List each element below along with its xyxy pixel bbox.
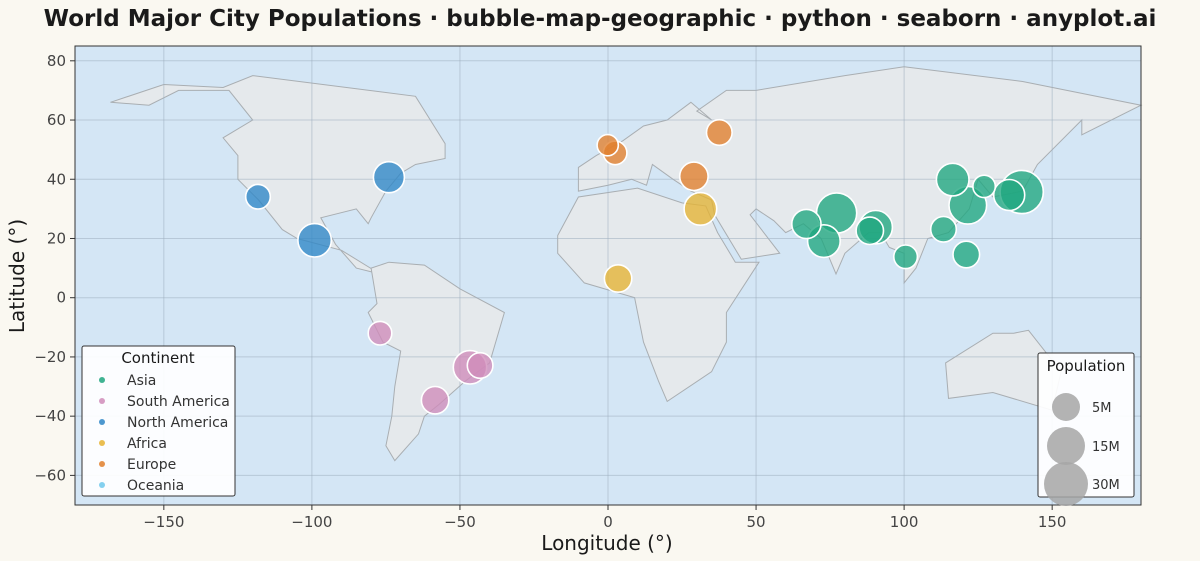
x-tick-label: 150	[1038, 513, 1067, 531]
legend-marker	[99, 377, 105, 383]
legend-label: North America	[127, 415, 228, 431]
legend-label: Oceania	[127, 478, 184, 494]
city-bubble-africa	[603, 263, 633, 293]
continent-legend-entries: Asia South America North America Africa Euro…	[99, 373, 230, 494]
grid-layer	[75, 46, 1141, 505]
city-bubble-asia	[935, 162, 970, 197]
size-legend-label: 5M	[1092, 401, 1112, 416]
x-tick-label: 100	[890, 513, 919, 531]
y-tick-label: 40	[47, 170, 66, 188]
legend-label: Asia	[127, 373, 156, 389]
city-bubble-europe	[678, 161, 709, 192]
city-bubble-asia	[855, 216, 885, 246]
city-bubble-asia	[952, 240, 981, 269]
legend-marker	[99, 419, 105, 425]
size-legend-marker	[1052, 393, 1080, 421]
legend-marker	[99, 482, 105, 488]
x-tick-label: −50	[444, 513, 476, 531]
legend-label: Europe	[127, 457, 176, 473]
city-bubble-north-america	[297, 222, 333, 258]
y-tick-label: 80	[47, 52, 66, 70]
population-legend-entries: 5M 15M 30M	[1044, 393, 1120, 506]
x-tick-label: −150	[143, 513, 184, 531]
y-tick-label: −20	[34, 348, 66, 366]
legend-label: Africa	[127, 436, 167, 452]
y-tick-label: 0	[56, 289, 66, 307]
y-tick-label: 20	[47, 229, 66, 247]
city-bubble-asia	[972, 174, 997, 199]
city-bubble-asia	[791, 208, 822, 240]
city-bubble-asia	[892, 244, 919, 270]
legend-marker	[99, 461, 105, 467]
legend-label: South America	[127, 394, 230, 410]
legend-marker	[99, 440, 105, 446]
city-bubble-asia	[992, 178, 1026, 212]
population-legend-title: Population	[1047, 357, 1126, 375]
north-america-landmass	[110, 75, 446, 275]
city-bubble-asia	[929, 215, 958, 243]
city-bubble-europe	[596, 133, 620, 157]
population-legend: Population 5M 15M 30M	[1037, 352, 1135, 506]
y-tick-label: −40	[34, 407, 66, 425]
x-tick-label: 50	[747, 513, 766, 531]
continent-legend: Continent Asia South America North America…	[81, 345, 236, 497]
tick-layer: −150 −100 −50 0 50 100 150 −60 −40 −20 0 20 40 60 80	[34, 52, 1066, 531]
city-bubble-north-america	[244, 183, 272, 210]
chart-title: World Major City Populations · bubble-ma…	[44, 6, 1157, 32]
city-bubble-south-america	[466, 351, 494, 380]
y-axis-label: Latitude (°)	[5, 219, 29, 333]
city-bubble-north-america	[372, 160, 406, 194]
x-axis-label: Longitude (°)	[541, 531, 672, 555]
city-bubble-europe	[705, 118, 733, 147]
y-tick-label: −60	[34, 466, 66, 484]
x-tick-label: −100	[291, 513, 332, 531]
y-tick-label: 60	[47, 111, 66, 129]
city-bubble-south-america	[420, 385, 450, 415]
legend-marker	[99, 398, 105, 404]
x-tick-label: 0	[603, 513, 613, 531]
size-legend-marker	[1047, 427, 1085, 465]
continent-legend-box	[81, 345, 236, 497]
bubble-layer	[244, 118, 1045, 415]
size-legend-label: 15M	[1092, 440, 1120, 455]
size-legend-label: 30M	[1092, 478, 1120, 493]
city-bubble-africa	[683, 191, 718, 226]
size-legend-marker	[1044, 462, 1088, 506]
continent-legend-title: Continent	[121, 349, 194, 367]
city-bubble-south-america	[367, 320, 393, 346]
